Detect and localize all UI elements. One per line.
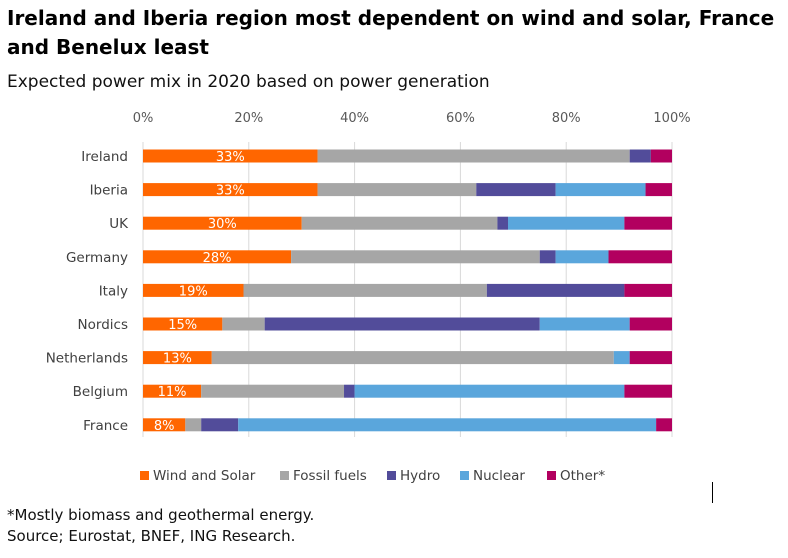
bar-segment [629,351,672,365]
bar-segment [201,418,239,432]
category-label: Italy [99,283,128,299]
legend-label: Nuclear [473,468,525,484]
bar-segment [539,317,630,331]
chart-title: Ireland and Iberia region most dependent… [7,6,775,59]
bar-segment [301,216,498,230]
bar-segment [143,216,302,230]
bar-segment [185,418,202,432]
bar-segment [608,250,672,264]
bar-segment [238,418,657,432]
bar-segment [143,149,318,163]
bar-segment [497,216,509,230]
bar-segment [650,149,672,163]
data-label: 8% [154,419,175,434]
bar-segment [624,384,672,398]
bar-segment [201,384,345,398]
footnote-source: Source; Eurostat, BNEF, ING Research. [7,527,296,545]
x-tick-label: 0% [133,111,154,126]
bar-segment [211,351,614,365]
legend-swatch [387,471,396,480]
data-label: 28% [203,251,232,266]
category-label: Belgium [73,384,128,400]
bar-segment [624,216,672,230]
bar-segment [645,183,672,197]
data-label: 33% [216,184,245,199]
bar-segment [143,418,186,432]
bar-segment [656,418,672,432]
data-label: 13% [163,352,192,367]
category-label: France [83,418,128,434]
legend-swatch [140,471,149,480]
bar-segment [629,149,651,163]
chart-subtitle: Expected power mix in 2020 based on powe… [7,72,490,92]
x-tick-label: 100% [653,111,690,126]
category-label: Germany [66,250,128,266]
category-label: Ireland [81,149,128,165]
bar-segment [143,183,318,197]
legend-label: Fossil fuels [293,468,367,484]
bar-segment [539,250,556,264]
bar-segment [624,283,672,297]
category-label: Nordics [78,317,128,333]
bar-segment [486,283,625,297]
bar-segment [222,317,265,331]
footnote: *Mostly biomass and geothermal energy. S… [7,505,314,547]
data-label: 15% [168,318,197,333]
bar-segment [613,351,630,365]
x-tick-label: 60% [446,111,475,126]
bar-segment [143,250,292,264]
bar-segment [143,351,212,365]
data-label: 33% [216,150,245,165]
bar-segment [317,183,477,197]
legend-label: Hydro [400,468,440,484]
bar-segment [291,250,540,264]
category-label: Netherlands [46,351,128,367]
data-label: 19% [179,284,208,299]
bar-segment [555,250,609,264]
legend-swatch [547,471,556,480]
text-cursor [712,482,713,503]
bar-segment [629,317,672,331]
legend-label: Wind and Solar [153,468,256,484]
bar-segment [143,283,244,297]
category-label: UK [109,216,129,232]
bar-segment [143,317,223,331]
bar-segment [264,317,540,331]
footnote-note: *Mostly biomass and geothermal energy. [7,506,315,524]
bar-segment [354,384,625,398]
bar-segment [243,283,487,297]
x-tick-label: 20% [234,111,263,126]
bar-segment [555,183,646,197]
bar-segment [344,384,355,398]
category-label: Iberia [90,183,128,199]
x-tick-label: 40% [340,111,369,126]
data-label: 11% [158,385,187,400]
bar-segment [476,183,556,197]
bar-segment [317,149,630,163]
x-tick-label: 80% [552,111,581,126]
data-label: 30% [208,217,237,232]
legend-swatch [280,471,289,480]
bar-segment [143,384,202,398]
bar-segment [508,216,625,230]
chart-area: 0% 20% 40% 60% 80% 100% Ireland 33% Iberia 33% UK 3… [46,111,691,484]
legend-swatch [460,471,469,480]
legend-label: Other* [560,468,605,484]
